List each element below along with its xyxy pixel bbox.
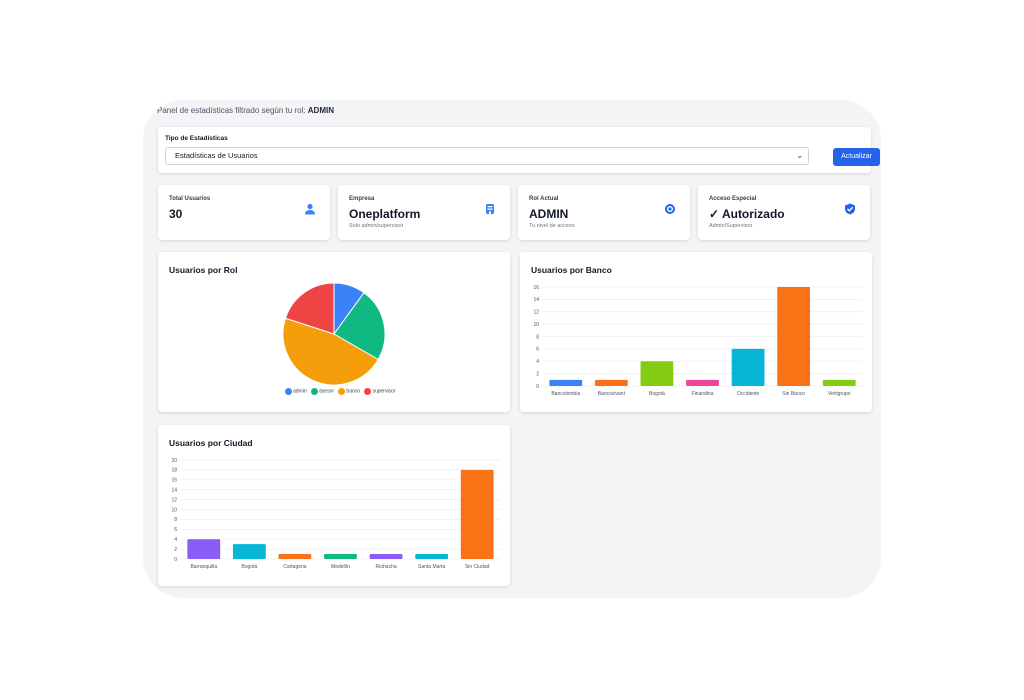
stat-value: Oneplatform xyxy=(349,207,421,221)
bar-Bogotá xyxy=(232,544,266,559)
y-tick-label: 4 xyxy=(174,537,177,543)
bar-Finandina xyxy=(686,379,719,386)
y-tick-label: 0 xyxy=(536,384,539,390)
bar-Sin Ciudad xyxy=(460,469,494,559)
pie-slice-banco xyxy=(282,317,379,386)
stat-value: ADMIN xyxy=(529,207,569,221)
y-tick-label: 6 xyxy=(174,527,177,533)
y-tick-label: 14 xyxy=(533,297,539,303)
stat-sub: Solo admin/supervisor xyxy=(349,223,404,229)
x-tick-label: Bogotá xyxy=(649,391,665,397)
y-tick-label: 16 xyxy=(171,478,177,484)
filter-label: Tipo de Estadísticas xyxy=(165,135,228,142)
legend-swatch xyxy=(364,388,372,395)
legend-swatch xyxy=(311,388,319,395)
shield-check-icon xyxy=(845,203,855,215)
roles-pie-chart xyxy=(282,282,386,386)
chart-title: Usuarios por Ciudad xyxy=(169,438,253,448)
x-tick-label: Bogotá xyxy=(241,564,257,570)
y-tick-label: 2 xyxy=(174,547,177,553)
x-tick-label: Bancolombia xyxy=(551,391,580,397)
stat-title: Acceso Especial xyxy=(709,196,757,202)
stat-card-company: Empresa Oneplatform Solo admin/superviso… xyxy=(338,185,510,240)
refresh-button[interactable]: Actualizar xyxy=(833,148,880,166)
x-tick-label: Occidente xyxy=(737,391,760,397)
stat-sub: Tu nivel de acceso xyxy=(529,223,575,229)
legend-label: banco xyxy=(346,388,361,395)
select-value: Estadísticas de Usuarios xyxy=(175,151,258,160)
bar-Occidente xyxy=(731,348,765,386)
bar-Riohacha xyxy=(369,554,403,559)
stats-type-select[interactable]: Estadísticas de Usuarios ⌄ xyxy=(165,147,809,165)
y-tick-label: 18 xyxy=(171,468,177,474)
y-tick-label: 10 xyxy=(533,322,539,328)
x-tick-label: Cartagena xyxy=(283,564,307,570)
bar-Santa Marta xyxy=(415,554,449,559)
stat-card-total-users: Total Usuarios 30 xyxy=(158,185,330,240)
legend-label: asesor xyxy=(319,388,335,395)
y-tick-label: 2 xyxy=(536,371,539,377)
stat-sub: Admin/Supervisor xyxy=(709,223,753,229)
chevron-down-icon: ⌄ xyxy=(796,151,803,160)
bar-Sin Banco xyxy=(777,287,811,386)
y-tick-label: 8 xyxy=(174,517,177,523)
banks-bar-chart: 0 2 4 6 8 10 12 14 16 Bancolombia Bancovivant Bogot… xyxy=(533,285,862,397)
bar-Bogotá xyxy=(640,361,674,386)
stat-title: Rol Actual xyxy=(529,196,559,202)
stat-value: 30 xyxy=(169,207,183,221)
bar-Bancolombia xyxy=(549,379,583,386)
y-tick-label: 6 xyxy=(536,347,539,353)
stat-value: ✓ Autorizado xyxy=(709,207,785,221)
role-icon xyxy=(665,204,675,214)
y-tick-label: 20 xyxy=(171,458,177,464)
y-tick-label: 8 xyxy=(536,334,539,340)
bar-Bancovivant xyxy=(594,379,628,386)
x-tick-label: Sin Banco xyxy=(782,391,805,397)
cities-chart-card: Usuarios por Ciudad 0 2 4 6 8 10 12 14 16 18 20 Bar… xyxy=(158,425,510,586)
pie-slice-asesor xyxy=(333,292,386,361)
dashboard-frame: Panel de estadísticas filtrado según tu … xyxy=(143,100,881,598)
x-tick-label: Vehigrupo xyxy=(828,391,851,397)
x-tick-label: Sin Ciudad xyxy=(465,564,490,570)
stat-title: Empresa xyxy=(349,196,375,202)
legend-swatch xyxy=(285,388,292,395)
legend-label: supervisor xyxy=(372,388,396,395)
roles-chart-card: Usuarios por Rol admin asesor banco supe… xyxy=(158,252,510,412)
x-tick-label: Finandina xyxy=(692,391,714,397)
x-tick-label: Bancovivant xyxy=(598,391,626,397)
y-tick-label: 16 xyxy=(533,285,539,291)
role-value: ADMIN xyxy=(307,106,334,115)
x-tick-label: Santa Marta xyxy=(418,564,445,570)
x-tick-label: Riohacha xyxy=(376,564,397,570)
user-icon xyxy=(305,203,315,215)
y-tick-label: 4 xyxy=(536,359,539,365)
chart-title: Usuarios por Rol xyxy=(169,265,238,275)
y-tick-label: 0 xyxy=(174,557,177,563)
bar-Medellín xyxy=(324,554,357,559)
banks-chart-card: Usuarios por Banco 0 2 4 6 8 10 12 14 16 Bancolom… xyxy=(520,252,872,412)
x-tick-label: Medellín xyxy=(331,564,350,570)
stat-card-role: Rol Actual ADMIN Tu nivel de acceso xyxy=(518,185,690,240)
pie-legend: admin asesor banco supervisor xyxy=(282,388,396,395)
bar-Cartagena xyxy=(278,554,312,559)
y-tick-label: 12 xyxy=(171,497,177,503)
bar-Barranquilla xyxy=(187,539,221,559)
role-note: Panel de estadísticas filtrado según tu … xyxy=(157,106,334,115)
chart-title: Usuarios por Banco xyxy=(531,265,612,275)
bar-Vehigrupo xyxy=(822,379,856,386)
y-tick-label: 10 xyxy=(171,507,177,513)
stat-card-special-access: Acceso Especial ✓ Autorizado Admin/Super… xyxy=(698,185,870,240)
y-tick-label: 14 xyxy=(171,488,177,494)
y-tick-label: 12 xyxy=(533,310,539,316)
cities-bar-chart: 0 2 4 6 8 10 12 14 16 18 20 Barranquilla Bogotá Carta… xyxy=(171,458,500,570)
stat-title: Total Usuarios xyxy=(169,196,211,202)
legend-label: admin xyxy=(293,388,307,395)
filter-card: Tipo de Estadísticas Estadísticas de Usu… xyxy=(158,127,880,173)
legend-swatch xyxy=(338,388,346,395)
pie-slice-supervisor xyxy=(284,282,335,335)
x-tick-label: Barranquilla xyxy=(190,564,217,570)
building-icon xyxy=(486,204,494,214)
